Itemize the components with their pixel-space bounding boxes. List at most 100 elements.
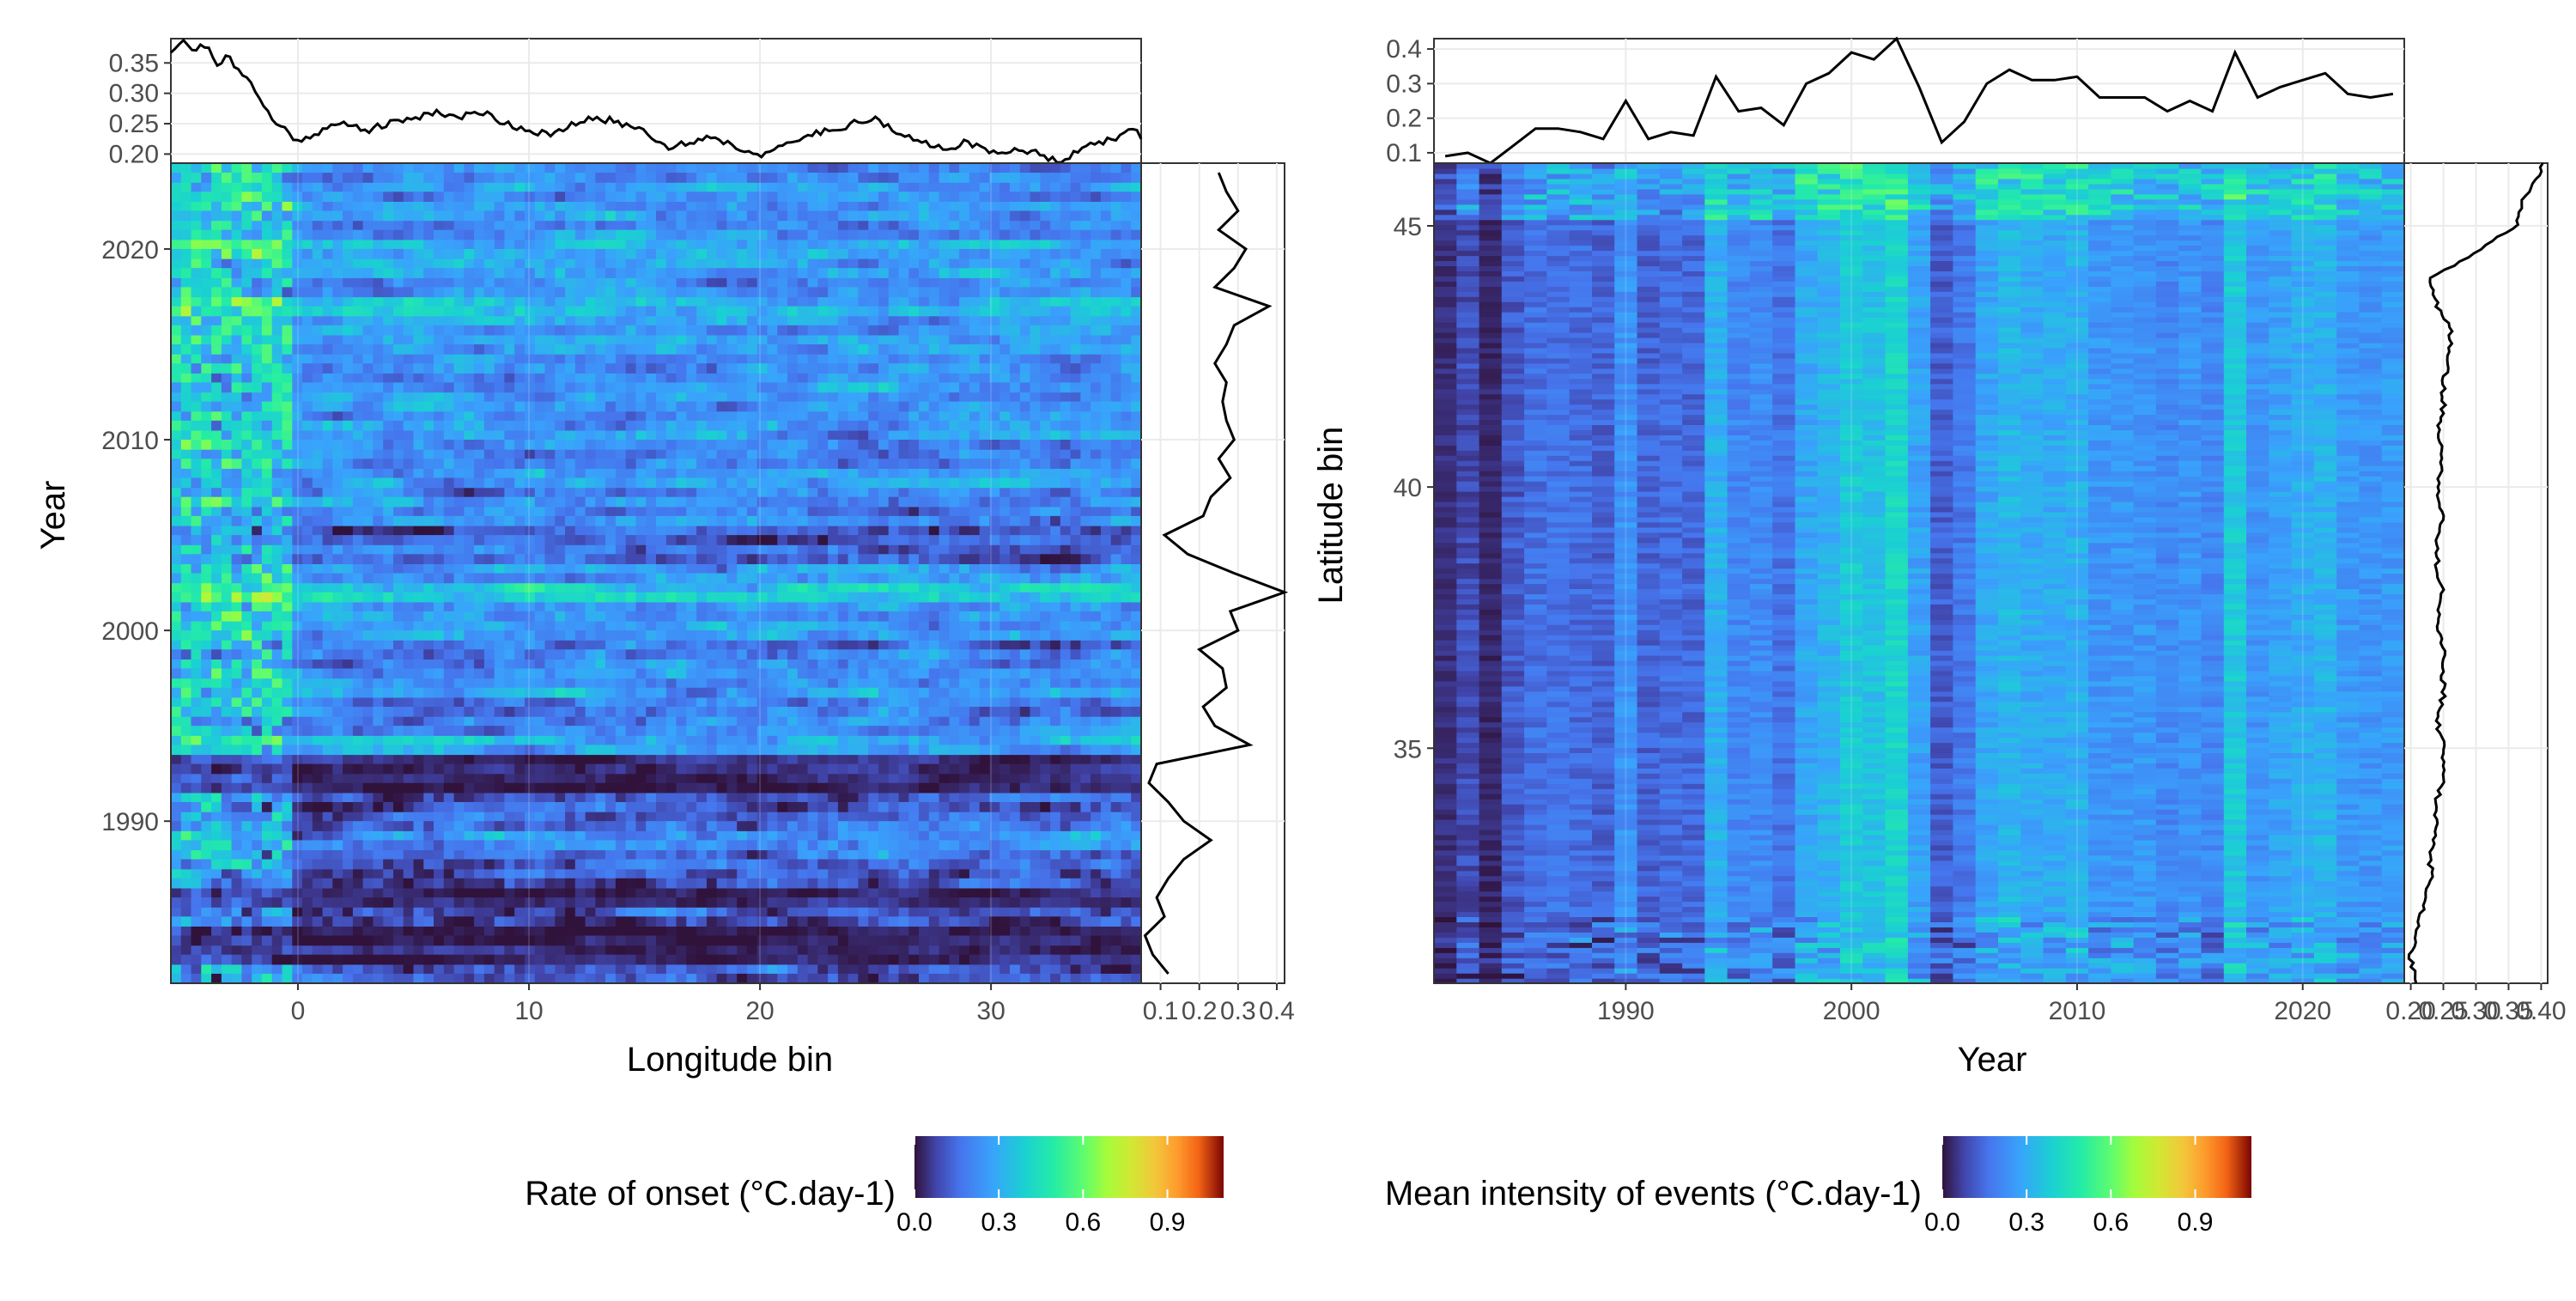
heatmap-cell bbox=[919, 544, 930, 555]
heatmap-cell bbox=[494, 745, 506, 756]
heatmap-cell bbox=[1050, 554, 1061, 564]
heatmap-cell bbox=[665, 696, 677, 708]
heatmap-cell bbox=[928, 763, 940, 775]
heatmap-cell bbox=[191, 630, 202, 641]
heatmap-cell bbox=[939, 773, 950, 784]
heatmap-cell bbox=[453, 735, 465, 745]
heatmap-cell bbox=[797, 630, 809, 641]
heatmap-cell bbox=[959, 926, 970, 937]
heatmap-cell bbox=[252, 897, 263, 908]
heatmap-cell bbox=[191, 945, 202, 956]
heatmap-cell bbox=[282, 973, 293, 984]
heatmap-cell bbox=[302, 859, 313, 870]
heatmap-cell bbox=[574, 868, 586, 879]
heatmap-cell bbox=[969, 687, 981, 698]
heatmap-cell bbox=[888, 668, 900, 679]
heatmap-cell bbox=[443, 630, 455, 641]
heatmap-cell bbox=[1110, 830, 1122, 841]
heatmap-cell bbox=[1060, 964, 1072, 975]
heatmap-cell bbox=[464, 496, 475, 508]
heatmap-cell bbox=[282, 526, 293, 536]
heatmap-cell bbox=[322, 563, 333, 575]
heatmap-cell bbox=[464, 754, 475, 765]
heatmap-cell bbox=[464, 859, 475, 870]
heatmap-cell bbox=[737, 573, 748, 584]
heatmap-cell bbox=[828, 707, 839, 717]
heatmap-cell bbox=[979, 830, 991, 841]
heatmap-cell bbox=[443, 544, 455, 555]
heatmap-cell bbox=[858, 726, 869, 736]
heatmap-cell bbox=[292, 973, 303, 984]
heatmap-cell bbox=[252, 935, 263, 946]
heatmap-cell bbox=[423, 496, 434, 508]
heatmap-cell bbox=[979, 668, 991, 679]
heatmap-cell bbox=[868, 582, 879, 593]
heatmap-cell bbox=[504, 916, 515, 927]
heatmap-cell bbox=[514, 563, 526, 575]
heatmap-cell bbox=[777, 582, 788, 593]
heatmap-cell bbox=[585, 649, 596, 660]
heatmap-cell bbox=[585, 782, 596, 793]
heatmap-cell bbox=[989, 812, 1000, 822]
heatmap-cell bbox=[261, 821, 273, 831]
heatmap-cell bbox=[453, 868, 465, 879]
heatmap-cell bbox=[373, 745, 384, 756]
heatmap-cell bbox=[413, 659, 424, 670]
heatmap-cell bbox=[979, 763, 991, 775]
heatmap-cell bbox=[393, 592, 404, 603]
heatmap-cell bbox=[483, 696, 495, 708]
heatmap-cell bbox=[534, 926, 546, 937]
heatmap-cell bbox=[1070, 487, 1081, 498]
heatmap-cell bbox=[848, 496, 859, 508]
heatmap-cell bbox=[1010, 840, 1021, 851]
heatmap-cell bbox=[807, 649, 818, 660]
heatmap-cell bbox=[676, 506, 687, 517]
heatmap-cell bbox=[352, 916, 364, 927]
heatmap-cell bbox=[221, 668, 233, 679]
heatmap-cell bbox=[676, 849, 687, 860]
heatmap-cell bbox=[1060, 782, 1072, 793]
heatmap-cell bbox=[1121, 945, 1132, 956]
heatmap-cell bbox=[767, 563, 778, 575]
heatmap-cell bbox=[939, 554, 950, 564]
heatmap-cell bbox=[999, 487, 1011, 498]
heatmap-cell bbox=[1091, 649, 1102, 660]
heatmap-cell bbox=[332, 582, 343, 593]
heatmap-cell bbox=[373, 611, 384, 622]
heatmap-cell bbox=[443, 726, 455, 736]
heatmap-cell bbox=[787, 668, 799, 679]
heatmap-cell bbox=[312, 763, 324, 775]
heatmap-cell bbox=[302, 707, 313, 717]
heatmap-cell bbox=[716, 926, 727, 937]
heatmap-cell bbox=[665, 916, 677, 927]
heatmap-cell bbox=[888, 763, 900, 775]
heatmap-cell bbox=[221, 907, 233, 917]
heatmap-cell bbox=[706, 668, 718, 679]
heatmap-cell bbox=[252, 582, 263, 593]
heatmap-cell bbox=[403, 496, 415, 508]
heatmap-cell bbox=[1019, 859, 1031, 870]
heatmap-cell bbox=[180, 601, 192, 612]
heatmap-cell bbox=[423, 945, 434, 956]
heatmap-cell bbox=[979, 964, 991, 975]
heatmap-cell bbox=[525, 687, 536, 698]
heatmap-cell bbox=[261, 888, 273, 898]
heatmap-cell bbox=[1091, 754, 1102, 765]
heatmap-cell bbox=[292, 526, 303, 536]
heatmap-cell bbox=[221, 601, 233, 612]
heatmap-cell bbox=[261, 630, 273, 641]
heatmap-cell bbox=[1050, 630, 1061, 641]
heatmap-cell bbox=[828, 830, 839, 841]
heatmap-cell bbox=[565, 907, 576, 917]
heatmap-cell bbox=[726, 535, 738, 545]
heatmap-cell bbox=[413, 916, 424, 927]
heatmap-cell bbox=[726, 897, 738, 908]
heatmap-cell bbox=[221, 696, 233, 708]
heatmap-cell bbox=[797, 716, 809, 726]
heatmap-cell bbox=[858, 573, 869, 584]
heatmap-cell bbox=[261, 554, 273, 564]
heatmap-cell bbox=[1100, 573, 1112, 584]
heatmap-cell bbox=[1091, 907, 1102, 917]
heatmap-cell bbox=[171, 496, 182, 508]
heatmap-cell bbox=[312, 611, 324, 622]
